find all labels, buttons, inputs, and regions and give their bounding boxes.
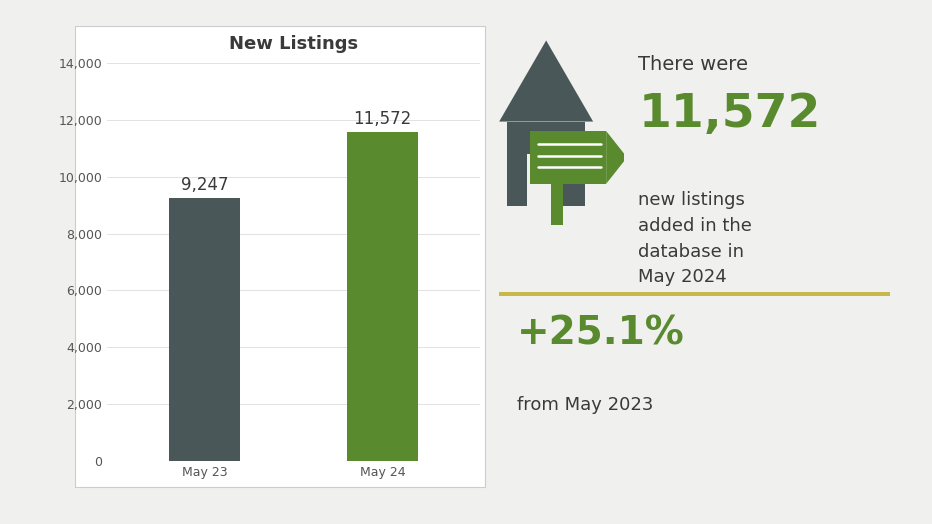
Text: new listings
added in the
database in
May 2024: new listings added in the database in Ma… (638, 191, 752, 286)
Bar (527, 154, 555, 206)
Bar (552, 180, 563, 229)
Text: 11,572: 11,572 (353, 110, 411, 128)
Bar (347, 132, 418, 461)
Text: 11,572: 11,572 (638, 92, 821, 137)
Bar (507, 122, 585, 206)
Title: New Listings: New Listings (229, 35, 358, 53)
Bar (530, 131, 606, 184)
Polygon shape (500, 40, 593, 122)
Text: +25.1%: +25.1% (517, 314, 685, 353)
Text: There were: There were (638, 55, 748, 74)
Bar (170, 198, 240, 461)
Text: 9,247: 9,247 (181, 176, 228, 194)
Text: from May 2023: from May 2023 (517, 396, 653, 413)
Polygon shape (606, 131, 627, 184)
